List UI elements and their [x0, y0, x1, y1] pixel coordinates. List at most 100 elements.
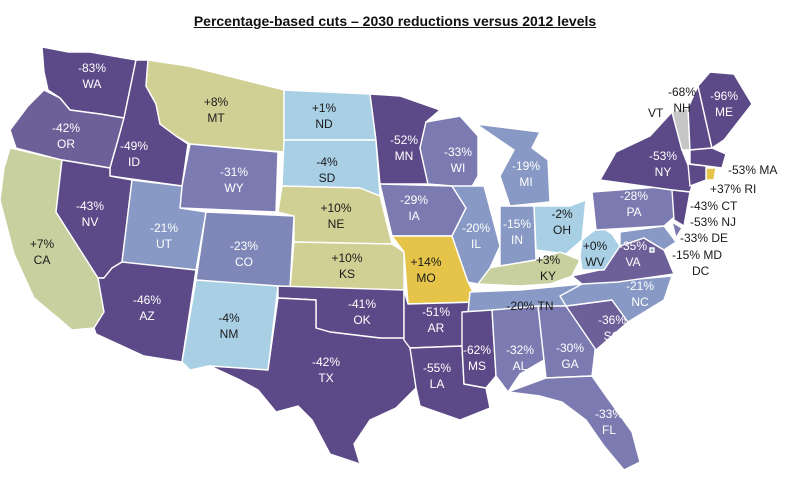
state-label-pa: -28% PA [620, 189, 648, 219]
state-value: +10% [331, 251, 362, 265]
state-value: +10% [320, 201, 351, 215]
state-value: -68% [668, 85, 696, 99]
state-dc [649, 247, 655, 253]
state-abbr: AL [513, 359, 528, 373]
state-abbr: CO [235, 255, 253, 269]
external-label-ri: +37% RI [710, 182, 756, 196]
external-label-nj: -53% NJ [690, 215, 736, 229]
state-label-ok: -41% OK [348, 297, 376, 327]
state-value: -43% [76, 199, 104, 213]
state-label-wy: -31% WY [220, 165, 248, 195]
state-abbr: KS [339, 267, 355, 281]
state-value: -15% [503, 217, 531, 231]
state-nd [283, 89, 377, 141]
state-value: -33% [595, 407, 623, 421]
state-value: -32% [506, 343, 534, 357]
state-value: +3% [536, 253, 561, 267]
state-value: +8% [204, 95, 229, 109]
state-value: +0% [583, 239, 608, 253]
state-value: -21% [150, 221, 178, 235]
state-value: -28% [620, 189, 648, 203]
state-abbr: MS [468, 359, 486, 373]
state-label-la: -55% LA [423, 361, 451, 391]
state-value: -46% [133, 293, 161, 307]
state-abbr: NE [328, 217, 345, 231]
state-label-in: -15% IN [503, 217, 531, 247]
state-label-co: -23% CO [230, 239, 258, 269]
state-abbr: OK [353, 313, 370, 327]
state-value: -51% [422, 305, 450, 319]
external-label-vt: VT [648, 106, 664, 120]
state-abbr: NM [220, 327, 239, 341]
state-abbr: IA [408, 209, 419, 223]
external-label-ma: -53% MA [728, 163, 777, 177]
state-value: -4% [218, 311, 240, 325]
state-label-tn: -20% TN [506, 299, 553, 313]
state-abbr: MI [519, 175, 532, 189]
state-label-ks: +10% KS [331, 251, 362, 281]
state-label-nm: -4% NM [218, 311, 240, 341]
state-abbr: SD [319, 171, 336, 185]
state-value: -96% [710, 89, 738, 103]
state-label-nv: -43% NV [76, 199, 104, 229]
state-abbr: MT [207, 111, 225, 125]
state-label-ca: +7% CA [30, 237, 55, 267]
state-value: -23% [230, 239, 258, 253]
state-ia [379, 183, 467, 237]
state-label-mo: +14% MO [410, 255, 441, 285]
state-label-mn: -52% MN [390, 133, 418, 163]
state-abbr: LA [430, 377, 445, 391]
state-abbr: OR [57, 137, 75, 151]
state-nc [559, 275, 673, 323]
state-value: -42% [312, 355, 340, 369]
state-abbr: CA [34, 253, 51, 267]
state-label-ny: -53% NY [649, 149, 677, 179]
state-label-al: -32% AL [506, 343, 534, 373]
state-label-wv: +0% WV [583, 239, 608, 269]
state-value: -31% [220, 165, 248, 179]
state-value: -55% [423, 361, 451, 375]
state-mt [145, 59, 285, 153]
state-ct [687, 163, 707, 187]
state-value: -41% [348, 297, 376, 311]
state-nj [671, 189, 691, 227]
state-abbr: NC [631, 295, 649, 309]
state-fl [507, 375, 641, 471]
state-abbr: MN [395, 149, 414, 163]
state-label-wa: -83% WA [78, 61, 106, 91]
state-abbr: AR [428, 321, 445, 335]
state-abbr: ND [315, 117, 333, 131]
state-abbr: TX [318, 371, 333, 385]
state-label-me: -96% ME [710, 89, 738, 119]
state-value: -49% [120, 139, 148, 153]
state-label-tx: -42% TX [312, 355, 340, 385]
state-value: -19% [512, 159, 540, 173]
state-value: -33% [444, 145, 472, 159]
state-label-ky: +3% KY [536, 253, 561, 283]
state-abbr: NY [655, 165, 672, 179]
state-label-or: -42% OR [52, 121, 80, 151]
state-md [619, 225, 677, 251]
state-label-ar: -51% AR [422, 305, 450, 335]
state-abbr: IN [511, 233, 523, 247]
state-value: -53% [649, 149, 677, 163]
state-ne [277, 185, 393, 245]
state-wy [179, 143, 279, 213]
state-value: -62% [463, 343, 491, 357]
state-value: -2% [551, 207, 573, 221]
state-abbr: ME [715, 105, 733, 119]
state-abbr: UT [156, 237, 173, 251]
state-value: -30% [556, 341, 584, 355]
state-tx [209, 297, 417, 465]
state-label-nc: -21% NC [626, 279, 654, 309]
state-abbr: OH [553, 223, 571, 237]
state-abbr: WY [224, 181, 243, 195]
external-label-md: -15% MD [672, 248, 722, 262]
external-label-dc: DC [692, 264, 710, 278]
state-label-az: -46% AZ [133, 293, 161, 323]
state-abbr: AZ [139, 309, 154, 323]
state-label-ga: -30% GA [556, 341, 584, 371]
state-value: -20% [462, 221, 490, 235]
state-value: +1% [312, 101, 337, 115]
